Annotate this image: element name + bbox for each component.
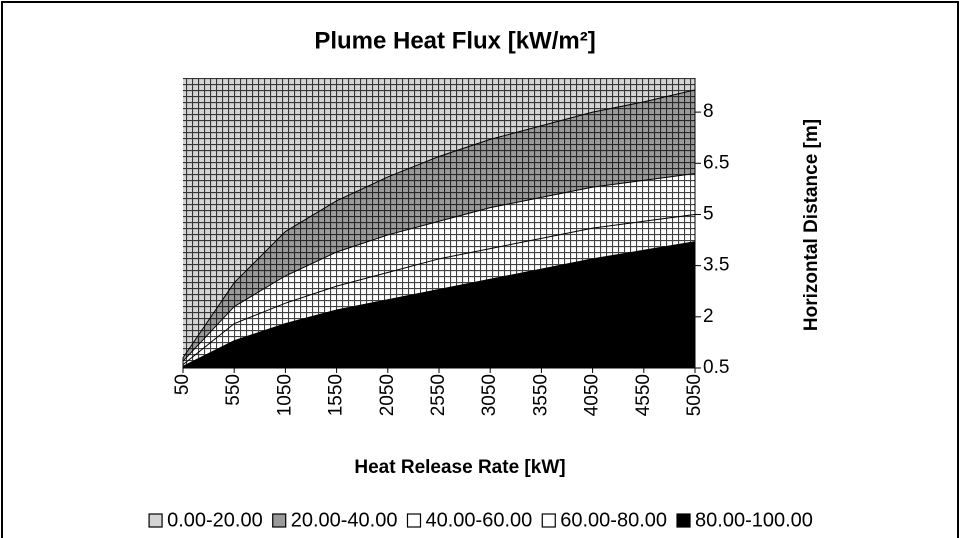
- legend-item: 60.00-80.00: [541, 509, 667, 531]
- x-tick-label: 2550: [428, 374, 449, 416]
- chart-title: Plume Heat Flux [kW/m²]: [314, 27, 595, 54]
- y-tick-label: 8: [703, 101, 714, 122]
- legend-label: 20.00-40.00: [291, 509, 398, 531]
- legend-label: 60.00-80.00: [560, 509, 667, 531]
- legend-item: 0.00-20.00: [148, 509, 263, 531]
- axes: 0.5 2 3.5 5 6.5 8 50 550 1050 1550 2050 2550 3050 355…: [172, 78, 729, 416]
- x-tick-label: 1050: [274, 374, 295, 416]
- legend-swatch: [406, 513, 422, 528]
- legend-label: 40.00-60.00: [425, 509, 532, 531]
- y-tick-label: 6.5: [703, 152, 729, 173]
- plot-area: [182, 78, 696, 369]
- x-tick-label: 4550: [633, 374, 654, 416]
- x-tick-label: 2050: [377, 374, 398, 416]
- legend-item: 40.00-60.00: [406, 509, 532, 531]
- x-tick-label: 5050: [684, 374, 705, 416]
- y-tick-label: 0.5: [703, 357, 729, 378]
- x-tick-label: 50: [172, 374, 193, 395]
- y-tick-label: 5: [703, 203, 714, 224]
- y-tick-label: 2: [703, 306, 714, 327]
- y-tick-label: 3.5: [703, 255, 729, 276]
- x-tick-label: 550: [223, 374, 244, 406]
- legend-swatch: [148, 513, 163, 528]
- legend-label: 0.00-20.00: [167, 509, 263, 531]
- x-tick-label: 3550: [530, 374, 551, 416]
- legend-swatch: [676, 513, 691, 528]
- x-axis-label: Heat Release Rate [kW]: [354, 457, 565, 478]
- legend-label: 80.00-100.00: [695, 509, 813, 531]
- legend: 0.00-20.00 20.00-40.00 40.00-60.00 60.00-80…: [148, 509, 813, 531]
- legend-swatch: [541, 513, 556, 528]
- x-tick-label: 1550: [326, 374, 347, 416]
- grid-hatch: [183, 78, 695, 368]
- y-axis-label: Horizontal Distance [m]: [801, 119, 822, 331]
- legend-swatch: [272, 513, 287, 528]
- legend-item: 20.00-40.00: [272, 509, 398, 531]
- legend-item: 80.00-100.00: [676, 509, 813, 531]
- x-tick-label: 4050: [582, 374, 603, 416]
- x-tick-label: 3050: [479, 374, 500, 416]
